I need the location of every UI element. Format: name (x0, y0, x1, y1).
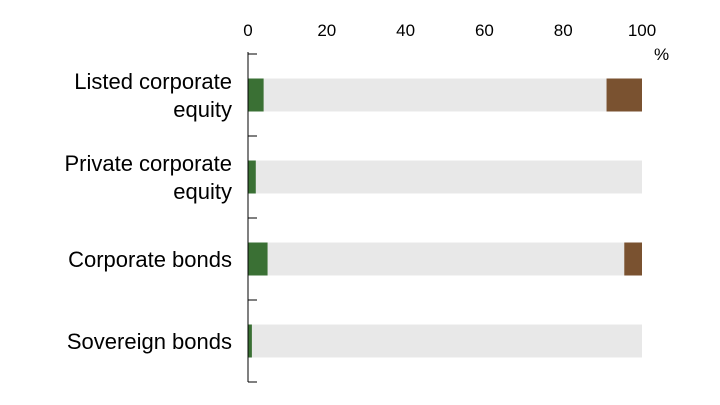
bar-segment (248, 160, 256, 194)
bar-segment (248, 242, 268, 276)
bar-segment (624, 242, 642, 276)
bar-segment (255, 160, 642, 194)
y-axis (247, 52, 257, 383)
category-label: Listed corporate equity (74, 69, 232, 122)
x-tick-label: 20 (317, 21, 336, 40)
bar-segment (263, 78, 607, 112)
x-tick-label: 80 (554, 21, 573, 40)
x-tick-label: 40 (396, 21, 415, 40)
category-label: Corporate bonds (68, 247, 232, 272)
category-labels: Listed corporate equity Private corporate e… (64, 69, 232, 354)
unit-label: % (654, 45, 669, 64)
bar-segment (606, 78, 642, 112)
category-label: Sovereign bonds (67, 329, 232, 354)
x-axis: 0 20 40 60 80 100 (243, 21, 656, 40)
bar-segment (267, 242, 625, 276)
x-tick-label: 100 (628, 21, 656, 40)
x-tick-label: 0 (243, 21, 252, 40)
bar-segment (248, 78, 264, 112)
category-label: Private corporate equity (64, 151, 232, 204)
bar-segment (248, 324, 252, 358)
bar-segment (251, 324, 642, 358)
x-tick-label: 60 (475, 21, 494, 40)
bars (248, 78, 642, 358)
